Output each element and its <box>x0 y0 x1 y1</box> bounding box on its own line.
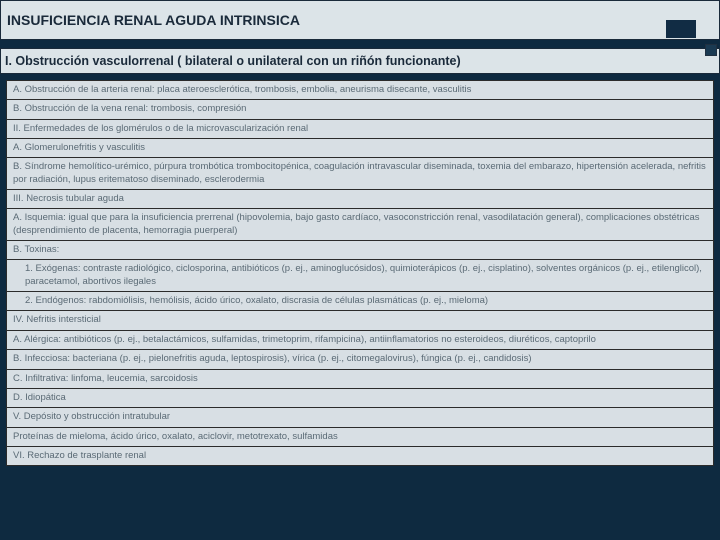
table-row: A. Glomerulonefritis y vasculitis <box>7 139 713 158</box>
table-row: C. Infiltrativa: linfoma, leucemia, sarc… <box>7 370 713 389</box>
table-row: A. Alérgica: antibióticos (p. ej., betal… <box>7 331 713 350</box>
table-row: 2. Endógenos: rabdomiólisis, hemólisis, … <box>7 292 713 311</box>
table-row: III. Necrosis tubular aguda <box>7 190 713 209</box>
table-row: B. Infecciosa: bacteriana (p. ej., pielo… <box>7 350 713 369</box>
corner-box <box>705 44 717 56</box>
table-row: II. Enfermedades de los glomérulos o de … <box>7 120 713 139</box>
table-row: B. Síndrome hemolítico-urémico, púrpura … <box>7 158 713 190</box>
table-row: 1. Exógenas: contraste radiológico, cicl… <box>7 260 713 292</box>
table-row: A. Isquemia: igual que para la insuficie… <box>7 209 713 241</box>
table-row: Proteínas de mieloma, ácido úrico, oxala… <box>7 428 713 447</box>
slide-subtitle: I. Obstrucción vasculorrenal ( bilateral… <box>1 54 461 68</box>
table-row: VI. Rechazo de trasplante renal <box>7 447 713 465</box>
table-row: B. Toxinas: <box>7 241 713 260</box>
slide-root: INSUFICIENCIA RENAL AGUDA INTRINSICA I. … <box>0 0 720 540</box>
table-row: B. Obstrucción de la vena renal: trombos… <box>7 100 713 119</box>
table-row: A. Obstrucción de la arteria renal: plac… <box>7 81 713 100</box>
table-row: D. Idiopática <box>7 389 713 408</box>
content-table: A. Obstrucción de la arteria renal: plac… <box>6 80 714 466</box>
title-bar: INSUFICIENCIA RENAL AGUDA INTRINSICA <box>0 0 720 40</box>
table-row: V. Depósito y obstrucción intratubular <box>7 408 713 427</box>
slide-title: INSUFICIENCIA RENAL AGUDA INTRINSICA <box>1 12 300 28</box>
subtitle-bar: I. Obstrucción vasculorrenal ( bilateral… <box>0 48 720 74</box>
table-row: IV. Nefritis intersticial <box>7 311 713 330</box>
page-number-box <box>666 20 696 38</box>
